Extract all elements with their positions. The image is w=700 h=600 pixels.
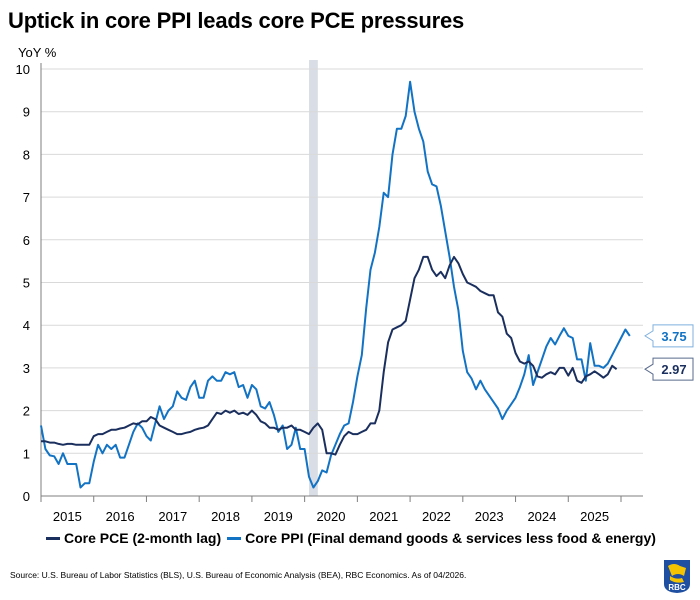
x-tick-label: 2017 [158, 509, 187, 524]
series-line-pce [41, 255, 618, 456]
y-tick-label: 6 [23, 233, 30, 248]
y-tick-label: 2 [23, 404, 30, 419]
x-tick-label: 2022 [422, 509, 451, 524]
end-label-pce: 2.97 [644, 357, 694, 381]
x-tick-label: 2019 [264, 509, 293, 524]
line-chart: 0 1 2 3 4 5 6 7 8 9 10 2015 2016 2017 2018 2019 2020 202… [16, 45, 694, 524]
y-axis-label: YoY % [18, 45, 57, 60]
legend-swatch-ppi [227, 536, 242, 540]
x-tick-label: 2024 [527, 509, 556, 524]
y-tick-label: 1 [23, 446, 30, 461]
callout-box [644, 324, 694, 348]
end-value-label: 2.97 [661, 362, 686, 377]
x-tick-label: 2016 [106, 509, 135, 524]
source-note: Source: U.S. Bureau of Labor Statistics … [10, 570, 467, 580]
y-tick-label: 0 [23, 489, 30, 504]
legend-item-pce: Core PCE (2-month lag) [46, 530, 221, 546]
callout-box [644, 357, 694, 381]
legend-label-ppi: Core PPI (Final demand goods & services … [245, 530, 656, 546]
y-tick-label: 10 [16, 62, 30, 77]
end-label-ppi: 3.75 [644, 324, 694, 348]
end-value-label: 3.75 [661, 329, 686, 344]
y-tick-label: 8 [23, 147, 30, 162]
legend: Core PCE (2-month lag) Core PPI (Final d… [46, 530, 662, 546]
y-tick-label: 9 [23, 105, 30, 120]
svg-text:RBC: RBC [668, 583, 686, 592]
x-tick-label: 2025 [580, 509, 609, 524]
legend-swatch-pce [46, 536, 60, 540]
x-tick-label: 2021 [369, 509, 398, 524]
chart-title: Uptick in core PPI leads core PCE pressu… [8, 8, 465, 33]
x-tick-label: 2020 [317, 509, 346, 524]
x-tick-label: 2023 [475, 509, 504, 524]
x-tick-label: 2015 [53, 509, 82, 524]
rbc-logo: RBC [664, 560, 690, 593]
y-tick-label: 4 [23, 318, 30, 333]
series-line-ppi [40, 80, 631, 489]
recession-band [309, 60, 318, 496]
x-tick-label: 2018 [211, 509, 240, 524]
legend-label-pce: Core PCE (2-month lag) [64, 530, 222, 546]
y-tick-label: 7 [23, 190, 30, 205]
y-tick-label: 3 [23, 361, 30, 376]
y-tick-label: 5 [23, 276, 30, 291]
legend-item-ppi: Core PPI (Final demand goods & services … [227, 530, 656, 546]
